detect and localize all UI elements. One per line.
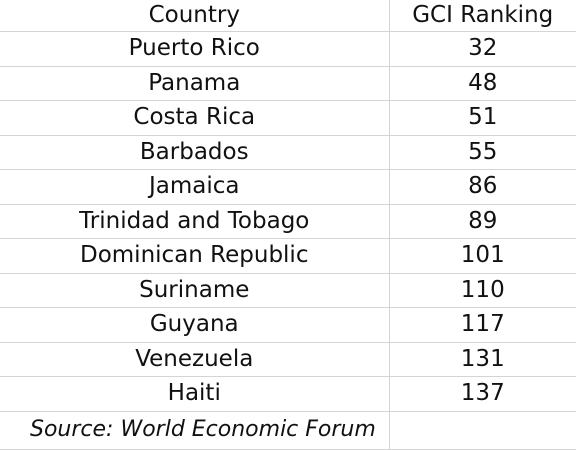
gci-ranking-header[interactable]: GCI Ranking — [389, 0, 576, 32]
table-row: Dominican Republic 101 — [0, 238, 576, 274]
table-row: Venezuela 131 — [0, 342, 576, 377]
ranking-cell[interactable]: 86 — [389, 169, 576, 205]
country-cell[interactable]: Suriname — [0, 273, 390, 308]
country-cell[interactable]: Haiti — [0, 376, 390, 412]
country-header[interactable]: Country — [0, 0, 390, 32]
ranking-cell[interactable]: 51 — [389, 100, 576, 136]
country-cell[interactable]: Puerto Rico — [0, 31, 390, 67]
ranking-cell[interactable]: 131 — [389, 342, 576, 377]
source-note[interactable]: Source: World Economic Forum — [0, 411, 390, 450]
table-row: Haiti 137 — [0, 376, 576, 412]
country-cell[interactable]: Dominican Republic — [0, 238, 390, 274]
table-row: Puerto Rico 32 — [0, 31, 576, 67]
country-cell[interactable]: Venezuela — [0, 342, 390, 377]
ranking-cell[interactable]: 89 — [389, 204, 576, 239]
table-row: Suriname 110 — [0, 273, 576, 308]
ranking-cell[interactable]: 32 — [389, 31, 576, 67]
source-row: Source: World Economic Forum — [0, 411, 576, 450]
table-row: Jamaica 86 — [0, 169, 576, 205]
ranking-cell[interactable]: 137 — [389, 376, 576, 412]
table-row: Guyana 117 — [0, 307, 576, 343]
empty-cell[interactable] — [389, 411, 576, 450]
ranking-cell[interactable]: 55 — [389, 135, 576, 170]
table-row: Costa Rica 51 — [0, 100, 576, 136]
country-cell[interactable]: Guyana — [0, 307, 390, 343]
table-row: Panama 48 — [0, 66, 576, 101]
header-row: Country GCI Ranking — [0, 0, 576, 32]
country-cell[interactable]: Panama — [0, 66, 390, 101]
table-row: Trinidad and Tobago 89 — [0, 204, 576, 239]
country-cell[interactable]: Barbados — [0, 135, 390, 170]
country-cell[interactable]: Trinidad and Tobago — [0, 204, 390, 239]
ranking-cell[interactable]: 110 — [389, 273, 576, 308]
table-row: Barbados 55 — [0, 135, 576, 170]
country-cell[interactable]: Jamaica — [0, 169, 390, 205]
ranking-cell[interactable]: 48 — [389, 66, 576, 101]
ranking-cell[interactable]: 117 — [389, 307, 576, 343]
country-cell[interactable]: Costa Rica — [0, 100, 390, 136]
ranking-cell[interactable]: 101 — [389, 238, 576, 274]
